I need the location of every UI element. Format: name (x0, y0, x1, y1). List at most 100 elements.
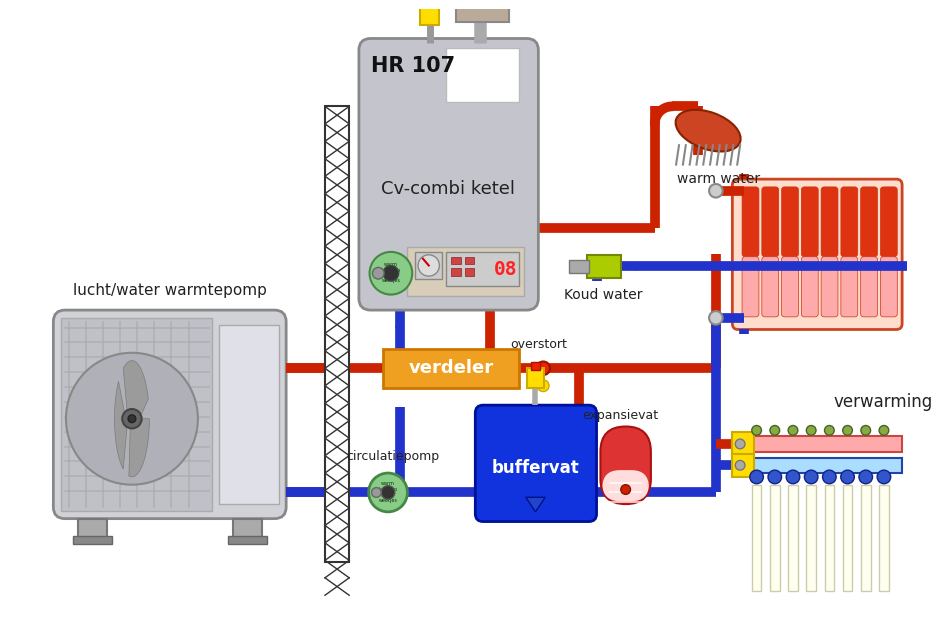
FancyBboxPatch shape (801, 257, 818, 317)
Text: overstort: overstort (510, 338, 567, 351)
Bar (732, 433, 754, 456)
Bar (219, 325, 280, 504)
Text: weetjes: weetjes (379, 498, 397, 503)
Text: buffervat: buffervat (492, 459, 580, 477)
FancyBboxPatch shape (801, 187, 818, 257)
Circle shape (621, 485, 630, 495)
Circle shape (709, 184, 723, 198)
FancyBboxPatch shape (742, 187, 759, 257)
Bar (587, 255, 621, 278)
Bar (788, 485, 798, 592)
FancyBboxPatch shape (359, 38, 539, 310)
Circle shape (770, 426, 780, 435)
FancyBboxPatch shape (762, 187, 779, 257)
Bar (408, 247, 524, 295)
Circle shape (735, 461, 745, 470)
Text: verdeler: verdeler (409, 359, 494, 377)
Bar (806, 485, 816, 592)
Bar (750, 458, 902, 473)
Circle shape (750, 470, 763, 484)
Bar (73, 536, 111, 544)
Bar (752, 485, 761, 592)
FancyBboxPatch shape (881, 257, 898, 317)
Bar (446, 252, 519, 286)
Circle shape (709, 311, 723, 325)
Ellipse shape (676, 110, 741, 151)
Circle shape (372, 267, 384, 279)
Circle shape (825, 426, 834, 435)
Bar (456, 4, 510, 22)
Bar (732, 454, 754, 477)
FancyBboxPatch shape (841, 187, 857, 257)
Circle shape (877, 470, 891, 484)
Circle shape (842, 426, 853, 435)
Bar (420, 0, 439, 25)
Circle shape (381, 486, 395, 500)
Bar (569, 260, 589, 273)
Circle shape (768, 470, 782, 484)
Circle shape (66, 353, 198, 485)
Circle shape (859, 470, 872, 484)
FancyBboxPatch shape (841, 257, 857, 317)
Polygon shape (123, 361, 149, 416)
Circle shape (752, 426, 761, 435)
Bar (325, 106, 349, 562)
FancyBboxPatch shape (53, 310, 286, 519)
FancyBboxPatch shape (860, 187, 878, 257)
Bar (61, 318, 212, 511)
Bar (451, 269, 461, 276)
Circle shape (806, 426, 816, 435)
Bar (233, 519, 262, 540)
Circle shape (823, 470, 836, 484)
Circle shape (122, 409, 141, 428)
Text: expansievat: expansievat (582, 409, 658, 422)
FancyBboxPatch shape (821, 187, 838, 257)
Circle shape (804, 470, 818, 484)
FancyBboxPatch shape (782, 257, 798, 317)
Circle shape (538, 380, 549, 392)
Text: weetjes: weetjes (381, 279, 400, 284)
Text: warm water: warm water (677, 172, 760, 186)
Text: Cv-combi ketel: Cv-combi ketel (381, 180, 515, 198)
Circle shape (537, 361, 550, 375)
Bar (750, 436, 902, 452)
Bar (228, 536, 266, 544)
Bar (879, 485, 889, 592)
Text: circulatiepomp: circulatiepomp (346, 450, 439, 463)
Bar (418, 0, 441, 2)
Circle shape (861, 426, 870, 435)
Text: HR 107: HR 107 (370, 56, 454, 76)
FancyBboxPatch shape (732, 179, 902, 329)
Polygon shape (114, 381, 127, 469)
Bar (465, 257, 474, 265)
FancyBboxPatch shape (782, 187, 798, 257)
Bar (383, 349, 519, 387)
Text: lucht/water warmtepomp: lucht/water warmtepomp (73, 284, 266, 299)
Bar (465, 269, 474, 276)
Bar (530, 361, 540, 370)
Circle shape (879, 426, 889, 435)
Text: 08: 08 (494, 260, 517, 279)
Text: verwarming: verwarming (833, 393, 932, 411)
Text: warm
tepomp: warm tepomp (381, 262, 400, 273)
Bar (451, 257, 461, 265)
Bar (446, 48, 519, 101)
Bar (842, 485, 853, 592)
Circle shape (788, 426, 798, 435)
Polygon shape (525, 497, 545, 512)
Bar (861, 485, 870, 592)
Bar (526, 368, 544, 387)
FancyBboxPatch shape (602, 470, 649, 501)
FancyBboxPatch shape (742, 257, 759, 317)
Circle shape (383, 265, 398, 281)
Text: Koud water: Koud water (564, 288, 642, 302)
FancyBboxPatch shape (600, 426, 651, 504)
Bar (770, 485, 780, 592)
Circle shape (371, 488, 381, 497)
FancyBboxPatch shape (821, 257, 838, 317)
Bar (825, 485, 834, 592)
Circle shape (128, 415, 136, 423)
Circle shape (369, 252, 412, 295)
Circle shape (368, 473, 408, 512)
FancyBboxPatch shape (762, 257, 779, 317)
